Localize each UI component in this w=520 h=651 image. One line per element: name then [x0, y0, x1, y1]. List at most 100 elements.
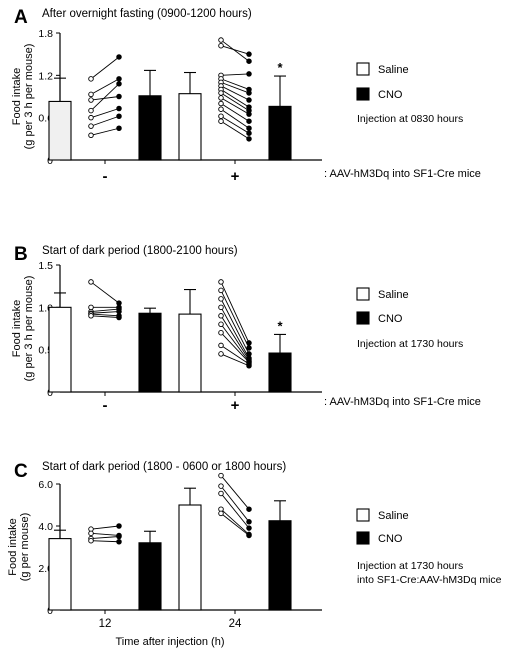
individual-point-cno: [246, 111, 252, 117]
individual-point-saline: [218, 342, 224, 349]
legend-swatch: [356, 531, 370, 545]
individual-line: [220, 85, 250, 101]
y-tick-label: 1.8: [38, 28, 53, 40]
individual-point-cno: [116, 105, 122, 112]
individual-point-cno: [246, 519, 252, 525]
x-category-label: 24: [229, 618, 242, 630]
individual-line: [220, 39, 250, 62]
injection-note: Injection at 1730 hours: [357, 560, 463, 572]
individual-point-cno: [246, 532, 252, 539]
significance-marker: *: [277, 318, 283, 333]
panel-title: Start of dark period (1800-2100 hours): [42, 245, 238, 257]
individual-line: [220, 332, 250, 363]
y-tick-label: 0: [47, 387, 53, 399]
individual-point-cno: [246, 90, 252, 96]
individual-line: [220, 97, 250, 115]
panel-title: After overnight fasting (0900-1200 hours…: [42, 8, 252, 20]
individual-line: [90, 83, 120, 111]
individual-line: [90, 311, 120, 314]
individual-point-cno: [246, 363, 252, 369]
individual-line: [220, 315, 250, 361]
legend-swatch: [356, 287, 370, 301]
injection-note: Injection at 1730 hours: [357, 338, 463, 350]
individual-point-cno: [246, 525, 252, 531]
legend-swatch: [356, 87, 370, 101]
individual-point-cno: [116, 81, 122, 87]
individual-point-cno: [116, 314, 122, 321]
individual-point-saline: [88, 114, 94, 121]
individual-point-cno: [116, 523, 122, 529]
legend-label: Saline: [378, 510, 409, 522]
individual-point-cno: [116, 533, 122, 540]
individual-line: [90, 56, 120, 80]
y-tick-label: 4.0: [38, 521, 53, 533]
individual-line: [90, 308, 120, 313]
y-axis-label: Food intake: [11, 300, 23, 357]
individual-point-saline: [218, 490, 224, 497]
individual-line: [220, 89, 250, 108]
individual-point-saline: [88, 537, 94, 544]
individual-point-cno: [246, 97, 252, 103]
individual-point-saline: [218, 483, 224, 489]
individual-point-saline: [218, 287, 224, 294]
chart-panel-a: A After overnight fasting (0900-1200 hour…: [11, 7, 481, 185]
legend-swatch: [356, 62, 370, 76]
individual-line: [90, 315, 120, 318]
individual-point-cno: [116, 76, 122, 82]
individual-point-cno: [246, 58, 252, 64]
individual-line: [90, 281, 120, 304]
individual-line: [90, 540, 120, 543]
category-note: : AAV-hM3Dq into SF1-Cre mice: [324, 168, 481, 180]
bar-saline: [48, 100, 72, 161]
injection-note: into SF1-Cre:AAV-hM3Dq mice: [357, 574, 502, 586]
individual-line: [90, 536, 120, 540]
individual-line: [220, 307, 250, 359]
individual-point-cno: [116, 539, 122, 545]
individual-line: [220, 45, 250, 55]
individual-point-cno: [116, 54, 122, 60]
individual-point-saline: [218, 329, 224, 336]
chart-panel-c: C Start of dark period (1800 - 0600 or 18…: [7, 461, 502, 648]
individual-point-cno: [116, 113, 122, 120]
individual-point-saline: [218, 42, 224, 49]
individual-point-saline: [88, 132, 94, 139]
individual-line: [90, 108, 120, 119]
individual-line: [220, 513, 250, 536]
individual-point-saline: [218, 296, 224, 302]
individual-point-saline: [88, 313, 94, 319]
individual-point-cno: [246, 136, 252, 142]
legend-swatch: [356, 508, 370, 522]
individual-point-saline: [218, 37, 224, 43]
y-axis-label-units: (g per 3 h per mouse): [23, 44, 35, 150]
individual-line: [220, 298, 250, 355]
x-category-label: +: [231, 168, 240, 185]
injection-note: Injection at 0830 hours: [357, 113, 463, 125]
individual-line: [220, 103, 250, 122]
individual-point-cno: [246, 125, 252, 131]
individual-point-cno: [246, 118, 252, 124]
individual-line: [220, 508, 250, 535]
bar-saline: [48, 306, 72, 393]
bar-cno: [268, 520, 292, 611]
individual-line: [90, 127, 120, 136]
legend-label: Saline: [378, 289, 409, 301]
individual-line: [220, 120, 250, 140]
individual-line: [220, 475, 250, 510]
y-tick-label: 0: [47, 155, 53, 167]
individual-point-saline: [218, 113, 224, 120]
x-category-label: -: [103, 397, 108, 414]
individual-point-saline: [218, 472, 224, 479]
individual-point-cno: [246, 71, 252, 77]
x-category-label: 12: [99, 618, 112, 630]
y-tick-label: 0: [47, 605, 53, 617]
y-axis-label: Food intake: [11, 68, 23, 125]
panel-title: Start of dark period (1800 - 0600 or 180…: [42, 461, 286, 473]
individual-line: [220, 73, 250, 76]
individual-point-saline: [218, 90, 224, 96]
bar-cno: [138, 542, 162, 611]
individual-line: [220, 493, 250, 529]
panel-letter: A: [14, 7, 28, 28]
legend-label: CNO: [378, 89, 403, 101]
individual-point-saline: [88, 97, 94, 103]
individual-line: [90, 532, 120, 536]
